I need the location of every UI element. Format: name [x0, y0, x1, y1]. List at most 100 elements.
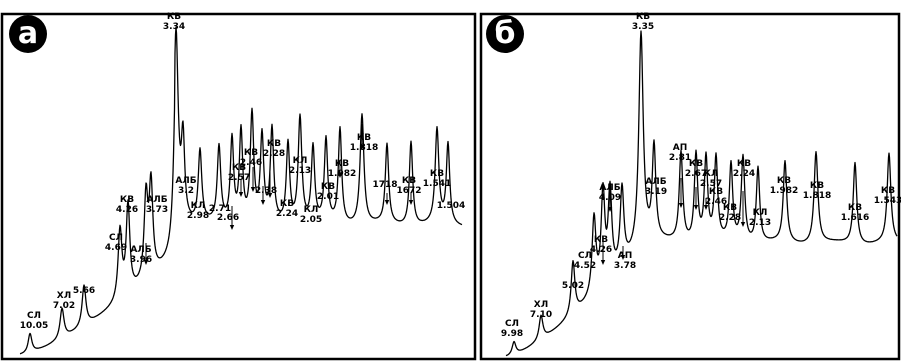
- panel-a-frame: [0, 12, 477, 361]
- peak-mineral-label: АП: [673, 143, 688, 153]
- peak-mineral-label: КВ: [280, 199, 294, 209]
- peak-d-label: 3.34: [163, 22, 185, 32]
- peak-d-label: 7.02: [53, 301, 75, 311]
- peak-arrow-head: [740, 222, 746, 227]
- peak-arrow-head: [600, 260, 606, 265]
- peak-mineral-label: КЛ: [753, 208, 768, 218]
- peak-arrow-head: [260, 200, 266, 205]
- peak-mineral-label: КЛ: [191, 201, 206, 211]
- peak-d-label: 3.19: [645, 187, 667, 197]
- peak-arrow-head: [607, 207, 613, 212]
- peak-d-label: 3.35: [632, 22, 654, 32]
- peak-d-label: 2.38: [255, 186, 277, 196]
- peak-d-label: 2.98: [187, 211, 209, 221]
- panel-b-frame: [479, 12, 901, 361]
- panel-label: а: [18, 16, 38, 51]
- peak-d-label: 2.13: [749, 218, 771, 228]
- peak-d-label: 2.67: [685, 169, 707, 179]
- peak-d-label: 5.02: [562, 281, 584, 291]
- peak-d-label: 3.78: [614, 261, 636, 271]
- peak-d-label: 1.982: [328, 169, 356, 179]
- peak-d-label: 7.10: [530, 310, 552, 320]
- panel-b: бСЛ9.98ХЛ7.105.02СЛ4.52КВ4.26АЛБ4.09АП3.…: [486, 12, 901, 357]
- peak-arrow-head: [250, 187, 256, 192]
- peak-d-label: 1.818: [350, 143, 378, 153]
- peak-arrow-head: [384, 200, 390, 205]
- peak-d-label: 1672: [396, 186, 421, 196]
- peak-d-label: 2.46: [240, 158, 262, 168]
- peak-mineral-label: АП: [618, 251, 633, 261]
- peak-d-label: 5.66: [73, 286, 95, 296]
- peak-d-label: 10.05: [20, 321, 48, 331]
- peak-d-label: 1718: [372, 180, 397, 190]
- panel-badge: [486, 15, 524, 53]
- diffraction-trace: [505, 30, 898, 357]
- peak-arrow-head: [337, 173, 343, 178]
- peak-d-label: 1.541: [423, 179, 451, 189]
- peak-mineral-label: КВ: [709, 187, 723, 197]
- peak-mineral-label: АЛБ: [146, 195, 167, 205]
- peak-d-label: 2.46: [705, 197, 727, 207]
- peak-d-label: 1.982: [770, 186, 798, 196]
- peak-d-label: 2.05: [300, 215, 322, 225]
- peak-d-label: 3.73: [146, 205, 168, 215]
- peak-mineral-label: КВ: [848, 203, 862, 213]
- peak-mineral-label: АЛБ: [175, 176, 196, 186]
- peak-mineral-label: КВ: [636, 12, 650, 22]
- peak-mineral-label: КВ: [723, 203, 737, 213]
- peak-mineral-label: КВ: [777, 176, 791, 186]
- peak-d-label: 1.818: [803, 191, 831, 201]
- peak-mineral-label: КВ: [430, 169, 444, 179]
- peak-arrow-head: [620, 255, 626, 260]
- peak-mineral-label: КВ: [737, 159, 751, 169]
- peak-mineral-label: КВ: [357, 133, 371, 143]
- peak-d-label: 2.24: [276, 209, 298, 219]
- peak-d-label: 2.57: [700, 179, 722, 189]
- peak-d-label: 2.66: [217, 213, 239, 223]
- peak-mineral-label: КВ: [335, 159, 349, 169]
- peak-mineral-label: ХЛ: [534, 300, 548, 310]
- peak-d-label: 2.71: [209, 204, 231, 214]
- peak-d-label: 2.28: [719, 213, 741, 223]
- peak-d-label: 4.26: [590, 245, 612, 255]
- peak-mineral-label: АЛБ: [130, 245, 151, 255]
- peak-d-label: 4.52: [574, 261, 596, 271]
- peak-arrow-head: [143, 260, 149, 265]
- peak-arrow-head: [693, 205, 699, 210]
- panel-badge: [9, 15, 47, 53]
- peak-mineral-label: КЛ: [704, 169, 719, 179]
- peak-mineral-label: КВ: [810, 181, 824, 191]
- peak-mineral-label: СЛ: [578, 251, 592, 261]
- peak-mineral-label: СЛ: [505, 319, 519, 329]
- peak-mineral-label: КЛ: [304, 205, 319, 215]
- peak-arrow-head: [229, 225, 235, 230]
- peak-mineral-label: АЛБ: [645, 177, 666, 187]
- peak-d-label: 2.13: [289, 166, 311, 176]
- peak-d-label: 2.81: [669, 153, 691, 163]
- diffraction-trace: [19, 26, 463, 355]
- peak-d-label: 1.504: [437, 201, 465, 211]
- peak-mineral-label: ХЛ: [57, 291, 71, 301]
- peak-mineral-label: КВ: [402, 176, 416, 186]
- peak-d-label: 4.26: [116, 205, 138, 215]
- peak-mineral-label: КВ: [321, 182, 335, 192]
- peak-arrow-head: [408, 200, 414, 205]
- peak-d-label: 2.28: [263, 149, 285, 159]
- peak-d-label: 3.96: [130, 255, 152, 265]
- peak-arrow-head: [267, 193, 273, 198]
- peak-mineral-label: КВ: [232, 163, 246, 173]
- peak-d-label: 2.57: [228, 173, 250, 183]
- peak-mineral-label: КЛ: [293, 156, 308, 166]
- peak-d-label: 2.24: [733, 169, 755, 179]
- peak-mineral-label: СЛ: [27, 311, 41, 321]
- peak-mineral-label: КВ: [689, 159, 703, 169]
- peak-arrow-head: [678, 203, 684, 208]
- panel-label: б: [495, 16, 516, 51]
- peak-mineral-label: КВ: [267, 139, 281, 149]
- peak-mineral-label: КВ: [167, 12, 181, 22]
- peak-d-label: 2.01: [317, 192, 339, 202]
- panel-a: аСЛ10.05ХЛ7.025.66СЛ4.69КВ4.26АЛБ3.96АЛБ…: [9, 12, 465, 355]
- peak-mineral-label: КВ: [594, 235, 608, 245]
- peak-d-label: 1.616: [841, 213, 869, 223]
